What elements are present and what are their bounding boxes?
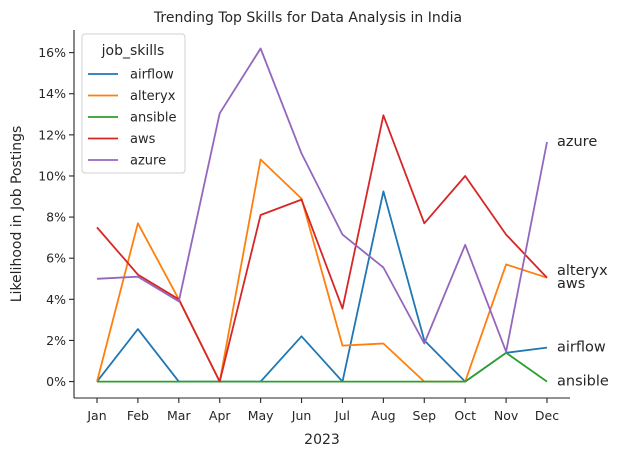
series-line-alteryx xyxy=(96,158,548,383)
y-ticks: 0% 2% 4% 6% 8% 10% 12% 14% 16% xyxy=(38,45,74,389)
end-label-alteryx: alteryx xyxy=(557,263,608,279)
x-tick-label: Mar xyxy=(167,408,191,423)
y-tick-label: 2% xyxy=(46,333,66,348)
y-tick-label: 16% xyxy=(38,45,66,60)
legend-label-airflow: airflow xyxy=(130,68,174,83)
legend: job_skills airflow alteryx ansible aws azure xyxy=(81,33,186,174)
x-axis-label: 2023 xyxy=(304,432,340,448)
legend-label-azure: azure xyxy=(130,154,166,169)
x-tick-label: Apr xyxy=(209,408,231,423)
x-tick-label: May xyxy=(248,408,274,423)
x-tick-label: Nov xyxy=(494,408,519,423)
x-tick-label: Oct xyxy=(454,408,476,423)
legend-label-aws: aws xyxy=(130,132,156,147)
legend-label-alteryx: alteryx xyxy=(130,89,176,104)
series-line-aws xyxy=(96,114,548,383)
y-tick-label: 0% xyxy=(46,374,66,389)
y-tick-label: 14% xyxy=(38,86,66,101)
legend-entries: airflow alteryx ansible aws azure xyxy=(88,68,176,169)
series-lines xyxy=(96,47,548,383)
y-tick-label: 8% xyxy=(46,210,66,225)
series-line-azure xyxy=(96,47,548,353)
end-label-airflow: airflow xyxy=(557,340,606,356)
x-ticks: Jan Feb Mar Apr May Jun Jul Aug Sep Oct Nov Dec xyxy=(86,398,559,423)
x-tick-label: Sep xyxy=(412,408,436,423)
end-label-azure: azure xyxy=(557,134,597,150)
x-tick-label: Feb xyxy=(127,408,149,423)
series-line-airflow xyxy=(96,190,548,383)
y-tick-label: 12% xyxy=(38,127,66,142)
legend-title: job_skills xyxy=(101,43,165,59)
y-axis-label: Likelihood in Job Postings xyxy=(9,126,25,303)
y-tick-label: 6% xyxy=(46,251,66,266)
legend-label-ansible: ansible xyxy=(130,111,176,126)
end-label-aws: aws xyxy=(557,276,585,292)
x-tick-label: Jul xyxy=(334,408,350,423)
chart-title: Trending Top Skills for Data Analysis in… xyxy=(153,10,462,26)
x-tick-label: Dec xyxy=(535,408,559,423)
axes xyxy=(73,30,570,399)
x-tick-label: Aug xyxy=(371,408,395,423)
y-tick-label: 4% xyxy=(46,292,66,307)
x-tick-label: Jun xyxy=(291,408,312,423)
end-label-ansible: ansible xyxy=(557,374,609,390)
y-tick-label: 10% xyxy=(38,168,66,183)
series-line-ansible xyxy=(97,351,548,383)
x-tick-label: Jan xyxy=(86,408,106,423)
